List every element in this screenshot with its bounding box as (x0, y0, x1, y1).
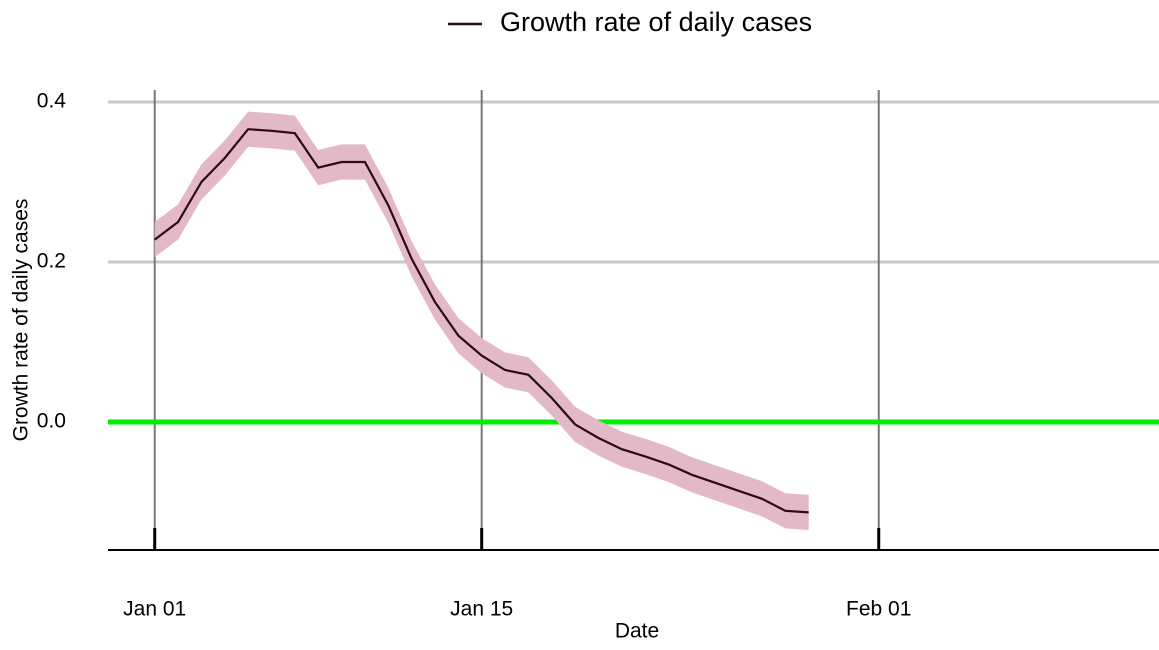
x-axis-label: Date (615, 620, 659, 643)
legend-label: Growth rate of daily cases (500, 7, 812, 37)
y-tick-label: 0.0 (37, 410, 66, 433)
y-tick-label: 0.2 (37, 250, 66, 273)
x-tick-label: Jan 15 (450, 598, 513, 621)
line (154, 128, 809, 514)
y-axis-label: Growth rate of daily cases (10, 199, 33, 442)
confidence-band (154, 111, 809, 530)
x-tick-label: Jan 01 (123, 598, 186, 621)
y-tick-label: 0.4 (37, 90, 67, 113)
x-tick-label: Feb 01 (846, 598, 911, 621)
